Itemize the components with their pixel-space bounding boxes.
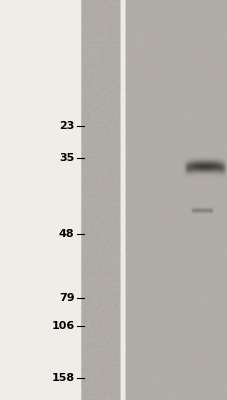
Text: 48: 48 — [59, 229, 74, 239]
Text: 158: 158 — [51, 373, 74, 383]
Text: 106: 106 — [51, 321, 74, 331]
Text: 23: 23 — [59, 121, 74, 131]
Text: 79: 79 — [59, 293, 74, 303]
Text: 35: 35 — [59, 153, 74, 163]
